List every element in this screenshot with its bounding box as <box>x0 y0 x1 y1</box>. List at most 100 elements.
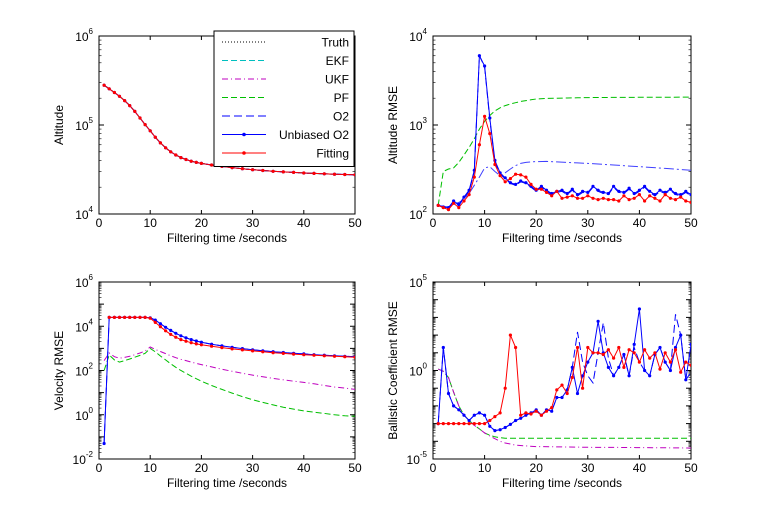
data-point-fitting <box>663 351 667 355</box>
data-point-unbiased-o2 <box>596 319 600 323</box>
data-point-fitting <box>555 388 559 392</box>
data-point-unbiased-o2 <box>586 360 590 364</box>
data-point-fitting <box>138 315 142 319</box>
plot-area <box>436 307 691 449</box>
data-point-fitting <box>446 422 451 426</box>
data-point-fitting <box>648 194 652 198</box>
y-tick-label: 100 <box>409 362 427 379</box>
data-point-unbiased-o2 <box>199 340 203 344</box>
data-point-fitting <box>560 383 564 387</box>
data-point-fitting <box>123 315 127 319</box>
y-axis-label: Altitude <box>52 105 66 145</box>
data-point-fitting <box>199 343 203 347</box>
series-line-pf <box>438 368 691 439</box>
data-point-fitting <box>612 198 616 202</box>
plot-area <box>436 53 691 212</box>
data-point-fitting <box>622 365 626 369</box>
data-point-unbiased-o2 <box>446 391 451 396</box>
legend-label-ukf: UKF <box>325 73 349 87</box>
data-point-fitting <box>529 412 533 416</box>
plot-area <box>102 83 355 177</box>
data-point-fitting <box>524 175 528 179</box>
ballistic-rmse-chart: 0 10 20 30 40 50 10-5 100 105 Filtering time /sec… <box>386 273 698 490</box>
data-point-unbiased-o2 <box>488 424 492 428</box>
x-tick-label: 10 <box>144 461 158 475</box>
data-point-fitting <box>184 157 188 162</box>
data-point-fitting <box>158 141 162 145</box>
legend-label-truth: Truth <box>321 36 349 50</box>
legend-label-fitting: Fitting <box>316 147 349 161</box>
x-tick-label: 0 <box>96 461 103 475</box>
x-tick-label: 30 <box>581 216 595 230</box>
legend: Truth EKF UKF PF O2 Unbiased O2 Fitting <box>213 30 355 167</box>
data-point-unbiased-o2 <box>668 368 673 373</box>
legend-label-ekf: EKF <box>326 54 349 68</box>
data-point-fitting <box>457 422 461 426</box>
data-point-fitting <box>292 170 296 174</box>
data-point-fitting <box>112 315 116 319</box>
data-point-fitting <box>601 196 605 200</box>
data-point-unbiased-o2 <box>503 425 507 430</box>
data-point-fitting <box>164 146 168 150</box>
data-point-fitting <box>472 422 476 426</box>
data-point-unbiased-o2 <box>550 409 554 413</box>
data-point-fitting <box>117 315 122 319</box>
legend-label-pf: PF <box>334 91 349 105</box>
data-point-unbiased-o2 <box>560 188 564 192</box>
data-point-fitting <box>251 168 255 172</box>
data-point-fitting <box>673 198 678 202</box>
data-point-fitting <box>493 415 497 419</box>
data-point-unbiased-o2 <box>457 202 461 207</box>
data-point-fitting <box>117 94 122 98</box>
data-point-unbiased-o2 <box>441 345 445 350</box>
data-point-fitting <box>174 153 178 157</box>
data-point-fitting <box>261 350 265 354</box>
data-point-unbiased-o2 <box>643 368 647 373</box>
data-point-fitting <box>632 351 636 355</box>
data-point-unbiased-o2 <box>637 188 642 192</box>
data-point-fitting <box>617 199 621 203</box>
data-point-unbiased-o2 <box>477 54 481 58</box>
data-point-fitting <box>689 363 691 367</box>
data-point-fitting <box>550 406 554 410</box>
data-point-fitting <box>534 409 538 413</box>
data-point-unbiased-o2 <box>648 189 652 193</box>
data-point-fitting <box>544 190 549 194</box>
data-point-fitting <box>462 422 466 426</box>
x-tick-label: 20 <box>530 216 544 230</box>
data-point-unbiased-o2 <box>648 374 652 378</box>
data-point-unbiased-o2 <box>627 186 631 190</box>
data-point-unbiased-o2 <box>679 333 683 337</box>
data-point-fitting <box>441 206 445 210</box>
data-point-unbiased-o2 <box>612 184 616 188</box>
data-point-fitting <box>292 352 296 356</box>
data-point-unbiased-o2 <box>472 413 476 417</box>
data-point-fitting <box>271 351 275 355</box>
data-point-fitting <box>332 354 337 358</box>
data-point-fitting <box>184 339 188 343</box>
series-line-ukf <box>438 160 691 208</box>
data-point-fitting <box>148 316 152 320</box>
series-line-ukf <box>438 368 691 449</box>
data-point-fitting <box>581 196 585 200</box>
series-line-ukf <box>103 346 355 390</box>
axes-box <box>432 281 692 460</box>
data-point-unbiased-o2 <box>684 378 688 382</box>
x-axis-label: Filtering time /seconds <box>502 476 622 490</box>
y-tick-label: 10-2 <box>73 450 94 467</box>
data-point-fitting <box>586 194 590 198</box>
x-axis-label: Filtering time /seconds <box>167 476 287 490</box>
data-point-fitting <box>606 348 611 352</box>
data-point-unbiased-o2 <box>617 365 621 369</box>
data-point-fitting <box>684 360 688 364</box>
data-point-fitting <box>622 194 626 198</box>
data-point-fitting <box>560 196 564 200</box>
data-point-fitting <box>210 344 214 348</box>
series-line-unbiased-o2 <box>437 308 691 432</box>
data-point-unbiased-o2 <box>673 345 678 350</box>
x-tick-label: 50 <box>348 216 362 230</box>
legend-label-o2: O2 <box>333 110 349 124</box>
data-point-unbiased-o2 <box>452 404 456 408</box>
x-tick-label: 0 <box>96 216 103 230</box>
